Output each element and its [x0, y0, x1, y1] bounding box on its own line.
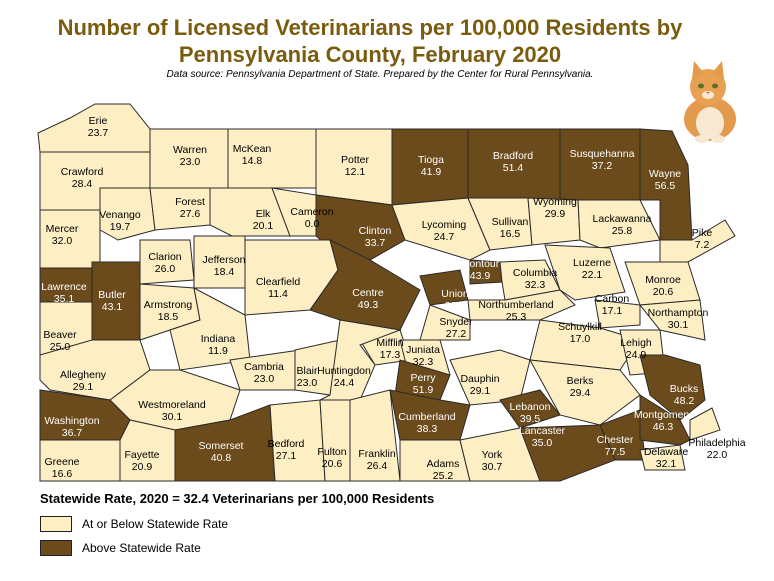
county-label-butler: Butler 43.1 [98, 289, 126, 313]
county-label-lycoming: Lycoming 24.7 [422, 219, 467, 243]
county-label-sullivan: Sullivan 16.5 [492, 216, 529, 240]
county-label-schuylkill: Schuylkill 17.0 [558, 321, 602, 345]
county-delaware [639, 444, 686, 471]
county-label-huntingdon: Huntingdon 24.4 [317, 365, 371, 389]
legend-label-above: Above Statewide Rate [82, 541, 201, 555]
county-label-cumberland: Cumberland 38.3 [398, 411, 455, 435]
county-label-armstrong: Armstrong 18.5 [144, 299, 193, 323]
county-label-greene: Greene 16.6 [44, 456, 79, 480]
county-label-allegheny: Allegheny 29.1 [60, 369, 107, 393]
county-label-clinton: Clinton 33.7 [359, 225, 392, 249]
county-label-clarion: Clarion 26.0 [148, 251, 181, 275]
county-label-perry: Perry 51.9 [410, 372, 436, 396]
county-label-somerset: Somerset 40.8 [199, 440, 244, 464]
county-cumberland [389, 389, 471, 441]
legend-label-below: At or Below Statewide Rate [82, 517, 229, 531]
county-label-philadelphia: Philadelphia 22.0 [688, 437, 745, 461]
county-label-westmoreland: Westmoreland 30.1 [138, 399, 206, 423]
legend-above: Above Statewide Rate [40, 540, 201, 556]
county-berks [529, 359, 641, 426]
county-carbon [594, 299, 641, 329]
county-label-pike: Pike 7.2 [692, 227, 713, 251]
county-label-lackawanna: Lackawanna 25.8 [593, 213, 652, 237]
county-label-wyoming: Wyoming 29.9 [533, 196, 577, 220]
legend-swatch-below [40, 516, 72, 532]
county-bucks [639, 354, 706, 421]
county-label-jefferson: Jefferson 18.4 [203, 254, 246, 278]
county-northampton [639, 299, 706, 341]
county-label-crawford: Crawford 28.4 [61, 166, 104, 190]
county-label-clearfield: Clearfield 11.4 [256, 276, 301, 300]
county-label-dauphin: Dauphin 29.1 [460, 373, 499, 397]
county-label-adams: Adams 25.2 [427, 458, 460, 482]
county-label-mifflin: Mifflin 17.3 [376, 337, 403, 361]
county-snyder [419, 304, 471, 341]
county-lancaster [519, 424, 616, 482]
county-label-potter: Potter 12.1 [341, 154, 370, 178]
legend-swatch-above [40, 540, 72, 556]
county-label-bedford: Bedford 27.1 [268, 438, 305, 462]
county-fayette [119, 419, 176, 482]
county-label-bucks: Bucks 48.2 [670, 383, 699, 407]
map-title: Number of Licensed Veterinarians per 100… [57, 15, 683, 67]
county-label-cameron: Cameron 0.0 [290, 206, 333, 230]
county-label-blair: Blair 23.0 [296, 365, 318, 389]
county-label-beaver: Beaver 25.0 [43, 329, 77, 353]
county-label-mckean: McKean 14.8 [233, 143, 272, 167]
county-lackawanna [577, 199, 661, 249]
county-label-lehigh: Lehigh 24.9 [620, 337, 652, 361]
county-label-mercer: Mercer 32.0 [46, 223, 79, 247]
county-label-tioga: Tioga 41.9 [418, 154, 444, 178]
county-label-warren: Warren 23.0 [173, 144, 207, 168]
county-label-lebanon: Lebanon 39.5 [510, 401, 551, 425]
county-label-fulton: Fulton 20.6 [317, 446, 346, 470]
county-luzerne [544, 244, 626, 301]
county-label-luzerne: Luzerne 22.1 [573, 257, 611, 281]
cat-icon [684, 61, 736, 143]
county-label-wayne: Wayne 56.5 [649, 168, 681, 192]
county-label-columbia: Columbia 32.3 [513, 267, 558, 291]
county-label-chester: Chester 77.5 [597, 434, 634, 458]
county-label-erie: Erie 23.7 [88, 115, 109, 139]
county-label-juniata: Juniata 32.3 [406, 344, 440, 368]
county-label-northampton: Northampton 30.1 [648, 307, 709, 331]
county-label-berks: Berks 29.4 [567, 375, 594, 399]
county-label-snyder: Snyder 27.2 [439, 316, 473, 340]
statewide-rate: Statewide Rate, 2020 = 32.4 Veterinarian… [40, 491, 435, 506]
county-lycoming [391, 197, 491, 261]
county-philadelphia [689, 407, 721, 441]
county-label-delaware: Delaware 32.1 [644, 446, 689, 470]
county-label-venango: Venango 19.7 [99, 209, 141, 233]
county-label-centre: Centre 49.3 [352, 287, 384, 311]
county-label-franklin: Franklin 26.4 [358, 448, 396, 472]
county-label-york: York 30.7 [482, 449, 503, 473]
county-label-carbon: Carbon 17.1 [595, 293, 630, 317]
county-elk [209, 187, 291, 237]
county-dauphin [449, 349, 531, 406]
county-label-montgomery: Montgomery 46.3 [634, 409, 693, 433]
county-label-montour: Montour 43.9 [461, 258, 500, 282]
county-label-lancaster: Lancaster 35.0 [519, 425, 566, 449]
county-label-fayette: Fayette 20.9 [124, 449, 159, 473]
county-label-monroe: Monroe 20.6 [645, 274, 681, 298]
county-label-bradford: Bradford 51.4 [493, 150, 533, 174]
legend-below: At or Below Statewide Rate [40, 516, 228, 532]
county-label-washington: Washington 36.7 [44, 415, 99, 439]
county-label-lawrence: Lawrence 35.1 [41, 281, 87, 305]
county-label-elk: Elk 20.1 [253, 208, 274, 232]
county-montgomery [639, 394, 691, 446]
county-label-cambria: Cambria 23.0 [244, 361, 284, 385]
county-label-indiana: Indiana 11.9 [201, 333, 236, 357]
county-huntingdon [319, 319, 402, 401]
data-source-note: Data source: Pennsylvania Department of … [166, 69, 594, 80]
county-label-union: Union 33.4 [441, 288, 469, 312]
county-label-northumberland: Northumberland 25.3 [478, 299, 553, 323]
county-label-susquehanna: Susquehanna 37.2 [570, 148, 635, 172]
county-label-forest: Forest 27.6 [175, 196, 205, 220]
county-venango [99, 187, 156, 241]
